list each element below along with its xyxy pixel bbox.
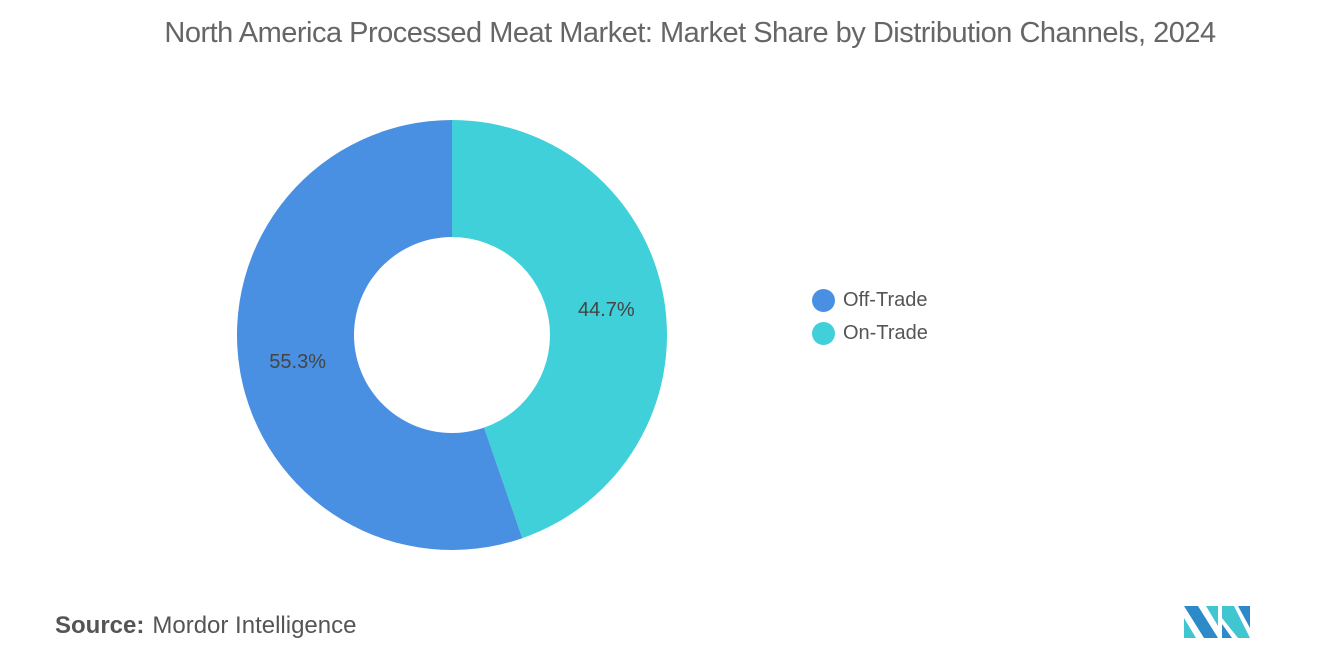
mordor-intelligence-logo — [1184, 606, 1250, 638]
slice-off-trade[interactable] — [236, 120, 523, 551]
source-label: Source: — [55, 612, 145, 639]
legend: Off-Trade On-Trade — [812, 284, 928, 350]
legend-swatch — [812, 322, 835, 345]
source-note: Source: Mordor Intelligence — [55, 612, 356, 640]
legend-item-on-trade[interactable]: On-Trade — [812, 317, 928, 350]
legend-swatch — [812, 289, 835, 312]
slice-on-trade[interactable] — [452, 120, 667, 539]
legend-label: On-Trade — [843, 322, 928, 344]
legend-label: Off-Trade — [843, 289, 928, 311]
data-label: 55.3% — [269, 351, 326, 373]
chart-title: North America Processed Meat Market: Mar… — [164, 17, 1216, 49]
legend-item-off-trade[interactable]: Off-Trade — [812, 284, 928, 317]
source-value: Mordor Intelligence — [152, 612, 357, 639]
data-label: 44.7% — [578, 299, 635, 321]
